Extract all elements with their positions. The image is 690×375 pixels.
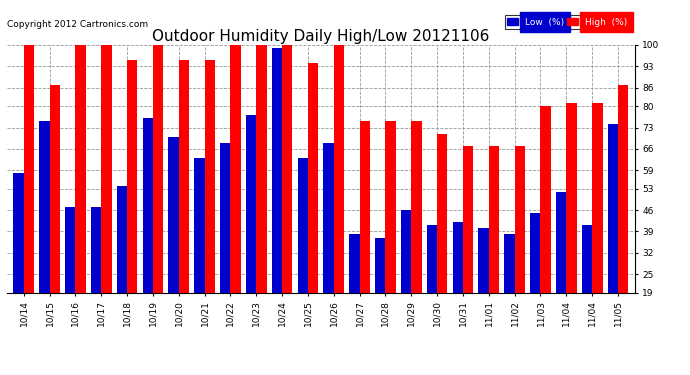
Bar bbox=[437, 134, 447, 351]
Bar bbox=[334, 45, 344, 351]
Bar bbox=[463, 146, 473, 351]
Text: Copyright 2012 Cartronics.com: Copyright 2012 Cartronics.com bbox=[7, 20, 148, 29]
Bar bbox=[204, 60, 215, 351]
Bar bbox=[50, 85, 60, 351]
Bar bbox=[504, 234, 515, 351]
Bar bbox=[375, 237, 386, 351]
Bar bbox=[401, 210, 411, 351]
Bar bbox=[127, 60, 137, 351]
Bar bbox=[540, 106, 551, 351]
Bar bbox=[13, 173, 23, 351]
Bar bbox=[411, 122, 422, 351]
Bar bbox=[515, 146, 525, 351]
Bar bbox=[246, 115, 256, 351]
Bar bbox=[272, 48, 282, 351]
Bar bbox=[297, 158, 308, 351]
Bar bbox=[143, 118, 153, 351]
Bar bbox=[117, 186, 127, 351]
Bar bbox=[618, 85, 629, 351]
Bar bbox=[39, 122, 50, 351]
Bar bbox=[153, 45, 164, 351]
Bar bbox=[220, 143, 230, 351]
Bar bbox=[592, 103, 602, 351]
Bar bbox=[168, 136, 179, 351]
Bar bbox=[349, 234, 359, 351]
Bar bbox=[582, 225, 592, 351]
Bar bbox=[359, 122, 370, 351]
Bar bbox=[179, 60, 189, 351]
Bar bbox=[566, 103, 577, 351]
Bar bbox=[65, 207, 75, 351]
Bar bbox=[308, 63, 318, 351]
Bar bbox=[91, 207, 101, 351]
Bar bbox=[427, 225, 437, 351]
Bar bbox=[478, 228, 489, 351]
Bar bbox=[230, 45, 241, 351]
Bar bbox=[453, 222, 463, 351]
Bar bbox=[324, 143, 334, 351]
Bar bbox=[195, 158, 204, 351]
Title: Outdoor Humidity Daily High/Low 20121106: Outdoor Humidity Daily High/Low 20121106 bbox=[152, 29, 489, 44]
Bar bbox=[530, 213, 540, 351]
Bar bbox=[608, 124, 618, 351]
Bar bbox=[386, 122, 396, 351]
Bar bbox=[23, 45, 34, 351]
Bar bbox=[489, 146, 499, 351]
Bar bbox=[101, 45, 112, 351]
Bar bbox=[256, 45, 266, 351]
Bar bbox=[556, 192, 566, 351]
Bar bbox=[75, 45, 86, 351]
Bar bbox=[282, 45, 293, 351]
Legend: Low  (%), High  (%): Low (%), High (%) bbox=[504, 15, 630, 29]
